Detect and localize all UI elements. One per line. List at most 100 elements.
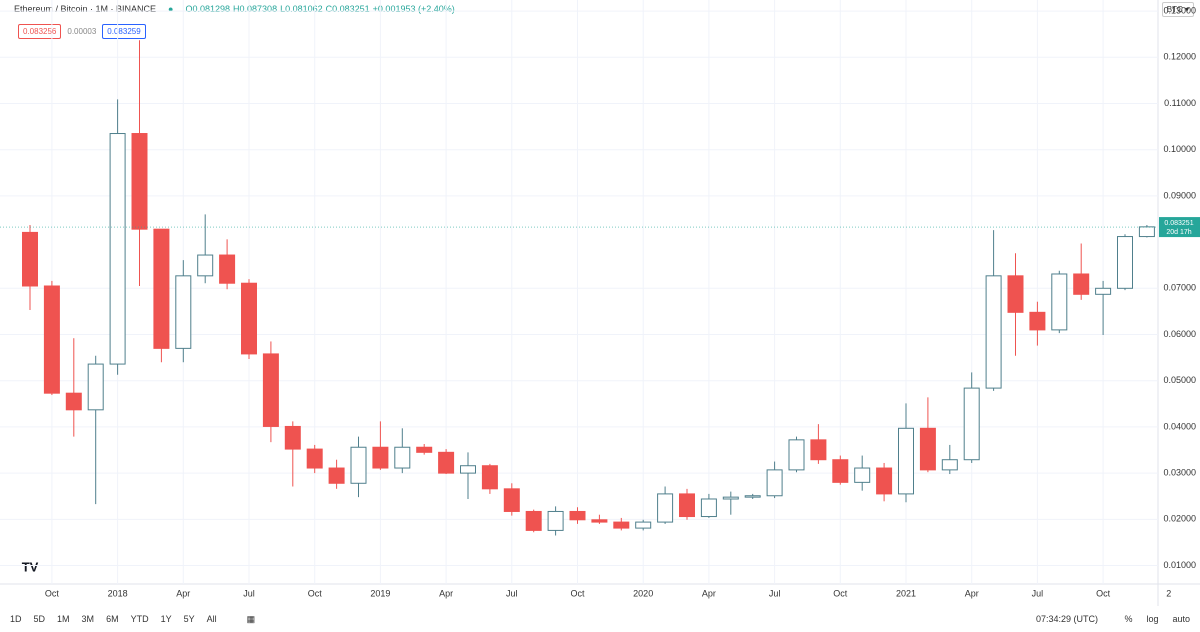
y-tick-label: 0.04000 [1163,421,1196,431]
chart: TV 0.01000 0.02000 0.03000 0.04000 0.05000 0.… [0,0,1200,606]
periods: 1D 5D 1M 3M 6M YTD 1Y 5Y All [10,614,217,624]
scale-options: % log auto [1124,614,1190,624]
candle-body [306,448,323,469]
y-tick-label: 0.07000 [1163,283,1196,293]
ohlc-value: L0.081062 [280,4,323,14]
x-tick-label: 2019 [370,588,390,598]
logo[interactable]: TV [22,559,39,574]
candle-body [109,133,126,365]
spread: 0.00003 [67,27,97,36]
bottom-toolbar: 1D 5D 1M 3M 6M YTD 1Y 5Y All ▦ 07:34:29 (UTC) % l… [0,606,1200,632]
candle-body [1007,275,1024,313]
candle-body [832,459,849,483]
x-tick-label: Jul [1032,588,1044,598]
candle-body [679,493,695,518]
candle-body [43,285,60,394]
x-tick-label: Oct [1096,588,1111,598]
buy-box[interactable]: 0.083259 [102,24,146,39]
calendar-icon[interactable]: ▦ [246,613,256,624]
candle-body [153,228,170,349]
period-button[interactable]: YTD [130,614,149,624]
candle-body [547,510,564,531]
candle-body [1117,236,1133,289]
candle-body [197,254,214,277]
x-tick-label: Oct [45,588,60,598]
candle-body [657,493,674,523]
ohlc-value: H0.087308 [233,4,278,14]
candle-body [744,495,761,498]
period-button[interactable]: All [206,614,217,624]
y-tick-label: 0.06000 [1163,329,1196,339]
legend-header: Ethereum / Bitcoin · 1M · BINANCE ● O0.0… [14,4,458,14]
x-tick-label: 2 [1166,588,1171,598]
candle-body [131,133,148,230]
x-tick-label: Oct [570,588,585,598]
candle-body [766,469,783,497]
bid-ask: 0.083256 0.00003 0.083259 [18,24,146,39]
period-button[interactable]: 5Y [183,614,195,624]
ohlc: O0.081298 H0.087308 L0.081062 C0.083251 +0.0… [185,4,457,14]
x-tick-label: 2020 [633,588,653,598]
candle-body [898,427,914,495]
ohlc-value: O0.081298 [185,4,231,14]
period-button[interactable]: 1Y [160,614,172,624]
countdown-label: 20d 17h [1166,229,1191,236]
candle-body [591,519,608,523]
candle-body [941,459,958,471]
candle-body [460,465,476,474]
candle-body [1095,287,1112,295]
x-tick-label: Apr [702,588,716,598]
candle-body [700,498,717,518]
scale-option[interactable]: log [1146,614,1159,624]
candle-body [219,254,236,284]
period-button[interactable]: 1D [10,614,22,624]
candle-body [919,427,936,471]
candle-body [854,467,871,483]
candle-body [722,496,739,500]
grid [0,0,1158,584]
clock: 07:34:29 (UTC) [1036,614,1099,624]
candle-body [569,510,586,521]
period-button[interactable]: 5D [33,614,46,624]
x-tick-label: Jul [769,588,781,598]
sell-box[interactable]: 0.083256 [18,24,62,39]
candle-body [481,465,498,490]
x-tick-label: Jul [243,588,255,598]
x-tick-label: Apr [176,588,190,598]
ohlc-value: C0.083251 [325,4,370,14]
currency-button[interactable]: BTC ▾ [1161,2,1194,17]
symbol[interactable]: Ethereum / Bitcoin · 1M · BINANCE [14,4,157,14]
dot: ● [168,4,174,14]
candle-body [65,392,82,411]
y-tick-label: 0.03000 [1163,467,1196,477]
y-tick-label: 0.01000 [1163,560,1196,570]
scale-option[interactable]: % [1124,614,1133,624]
candle-body [635,521,652,529]
x-tick-label: Oct [308,588,323,598]
y-tick-label: 0.10000 [1163,144,1196,154]
candle-body [876,467,893,495]
candle-body [1073,273,1090,295]
candle-body [262,353,279,427]
y-tick-label: 0.05000 [1163,375,1196,385]
candle-body [1138,226,1155,238]
candle-body [284,425,301,450]
period-button[interactable]: 3M [81,614,95,624]
candle-body [438,451,455,474]
candle-body [788,439,805,471]
candle-body [810,439,827,461]
y-tick-label: 0.09000 [1163,190,1196,200]
y-tick-label: 0.02000 [1163,514,1196,524]
x-tick-label: Oct [833,588,848,598]
candle-body [394,446,411,469]
period-button[interactable]: 1M [57,614,70,624]
x-tick-label: 2018 [108,588,128,598]
period-button[interactable]: 6M [106,614,119,624]
candle-body [525,510,542,531]
scale-option[interactable]: auto [1172,614,1190,624]
y-tick-label: 0.13000 [1163,5,1196,15]
candle-body [350,446,367,484]
candle-body [372,446,389,469]
candle-body [963,387,980,461]
